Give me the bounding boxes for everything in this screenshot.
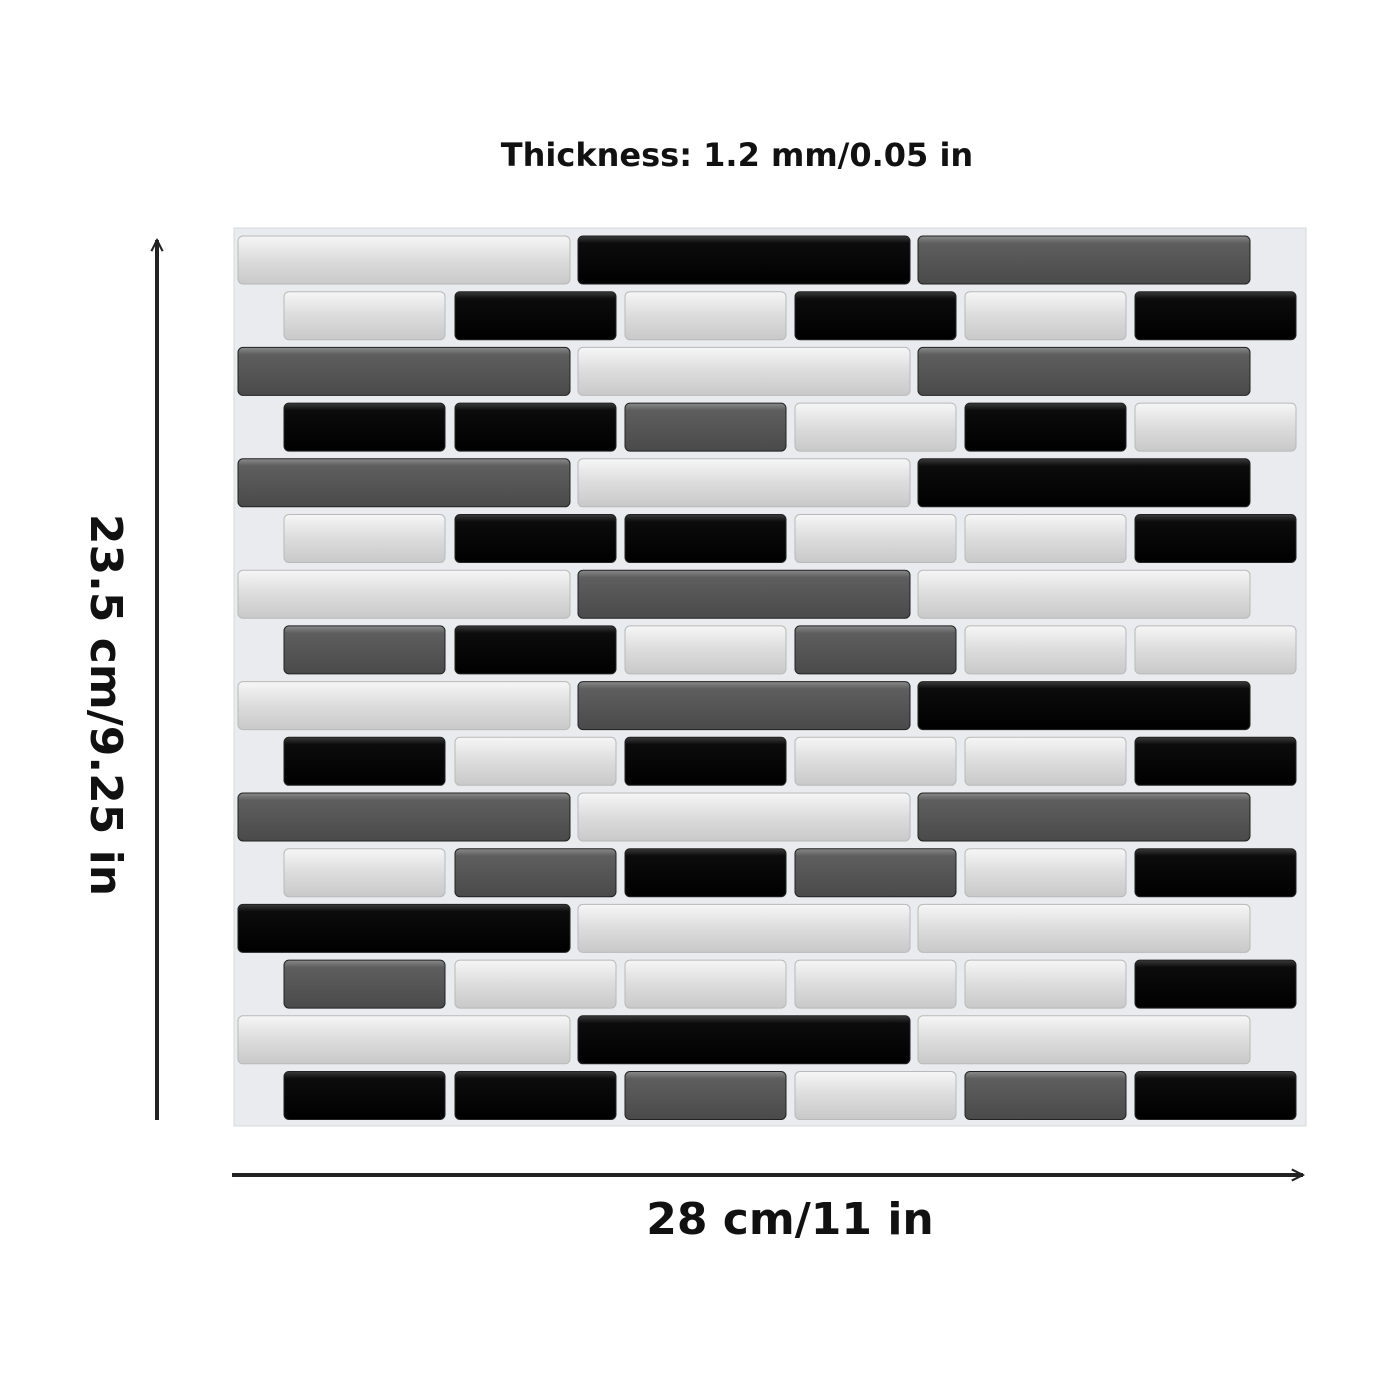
tile [964, 291, 1127, 341]
tile [1134, 1071, 1297, 1120]
tile [1134, 291, 1297, 341]
tile [237, 235, 571, 285]
tile [237, 903, 571, 953]
tile [917, 458, 1251, 508]
tile [577, 346, 911, 396]
tile [624, 959, 787, 1009]
tile [577, 569, 911, 619]
tile [577, 903, 911, 953]
tile [577, 792, 911, 842]
tile [283, 736, 446, 786]
tile [624, 1071, 787, 1120]
tile [1134, 514, 1297, 563]
tile [624, 402, 787, 452]
tile [624, 848, 787, 898]
tile [1134, 402, 1297, 452]
tile [794, 291, 957, 341]
tile [624, 514, 787, 563]
tile [624, 291, 787, 341]
tile [964, 514, 1127, 563]
tile [283, 514, 446, 563]
tile [454, 959, 617, 1009]
tiles [237, 235, 1297, 1120]
tile [1134, 848, 1297, 898]
tile [624, 736, 787, 786]
tile [237, 458, 571, 508]
tile [237, 1015, 571, 1065]
tile [964, 959, 1127, 1009]
tile [454, 402, 617, 452]
tile [794, 736, 957, 786]
tile [917, 346, 1251, 396]
tile [917, 235, 1251, 285]
tile [794, 402, 957, 452]
tile [454, 291, 617, 341]
tile [964, 736, 1127, 786]
tile [964, 402, 1127, 452]
tile [454, 736, 617, 786]
tile [237, 346, 571, 396]
tile [454, 848, 617, 898]
tile [917, 792, 1251, 842]
tile [283, 291, 446, 341]
tile [917, 1015, 1251, 1065]
tile [283, 402, 446, 452]
tile [917, 569, 1251, 619]
tile [1134, 736, 1297, 786]
tile [454, 625, 617, 675]
tile [237, 569, 571, 619]
tile [237, 792, 571, 842]
tile [917, 903, 1251, 953]
height-label: 23.5 cm/9.25 in [80, 514, 131, 896]
tile [283, 1071, 446, 1120]
tile [577, 235, 911, 285]
thickness-label: Thickness: 1.2 mm/0.05 in [501, 136, 973, 174]
tile [917, 681, 1251, 731]
tile [964, 625, 1127, 675]
tile [577, 458, 911, 508]
tile [454, 1071, 617, 1120]
width-label: 28 cm/11 in [646, 1194, 934, 1245]
tile [237, 681, 571, 731]
tile [624, 625, 787, 675]
tile [454, 514, 617, 563]
tile [794, 1071, 957, 1120]
tile [794, 848, 957, 898]
tile [577, 1015, 911, 1065]
tile [794, 959, 957, 1009]
tile [794, 625, 957, 675]
tile [794, 514, 957, 563]
tile [283, 959, 446, 1009]
tile [964, 1071, 1127, 1120]
tile [283, 625, 446, 675]
tile [577, 681, 911, 731]
tile [964, 848, 1127, 898]
tile [283, 848, 446, 898]
tile [1134, 959, 1297, 1009]
tile [1134, 625, 1297, 675]
